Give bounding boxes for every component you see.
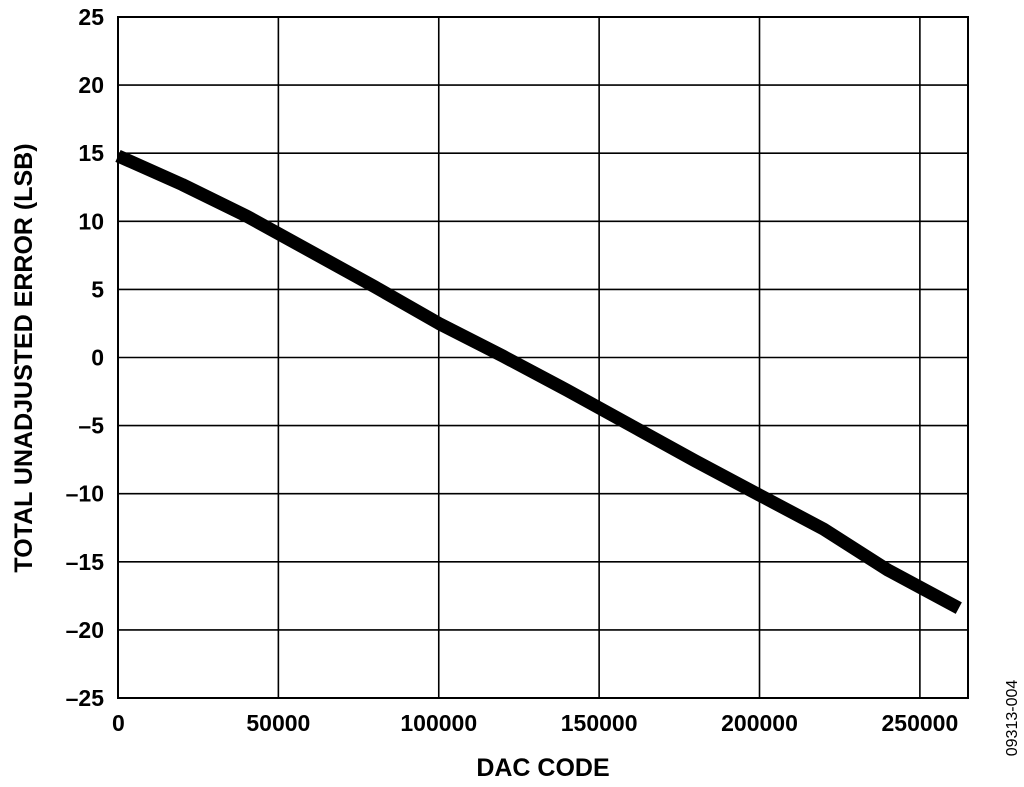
y-tick-label: 0 <box>91 345 104 371</box>
figure-id: 09313-004 <box>1004 680 1021 757</box>
y-tick-label: 15 <box>78 140 104 166</box>
y-tick-label: 25 <box>78 4 104 30</box>
y-tick-label: 5 <box>91 276 104 302</box>
tue-series-line <box>115 149 962 614</box>
y-tick-label: –10 <box>66 481 104 507</box>
y-tick-label: –20 <box>66 617 104 643</box>
x-tick-label: 100000 <box>400 710 477 736</box>
y-tick-label: –5 <box>78 413 104 439</box>
series-layer <box>115 149 962 614</box>
y-tick-label: 20 <box>78 72 104 98</box>
x-tick-label: 200000 <box>721 710 798 736</box>
x-tick-labels: 0 50000 100000 150000 200000 250000 <box>112 710 958 736</box>
y-tick-label: 10 <box>78 208 104 234</box>
y-tick-label: –25 <box>66 685 105 711</box>
y-tick-labels: 25 20 15 10 5 0 –5 –10 –15 –20 –25 <box>66 4 105 711</box>
y-tick-label: –15 <box>66 549 105 575</box>
plot-frame <box>117 16 969 699</box>
grid-lines <box>118 17 968 698</box>
x-tick-label: 0 <box>112 710 125 736</box>
x-axis-title: DAC CODE <box>476 754 609 782</box>
x-tick-label: 50000 <box>246 710 310 736</box>
y-axis-title: TOTAL UNADJUSTED ERROR (LSB) <box>10 143 38 572</box>
x-tick-label: 150000 <box>561 710 638 736</box>
x-tick-label: 250000 <box>882 710 959 736</box>
